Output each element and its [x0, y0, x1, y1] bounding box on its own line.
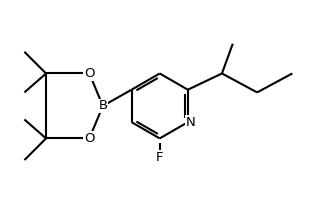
Text: O: O	[84, 132, 95, 145]
Text: O: O	[84, 67, 95, 80]
Text: B: B	[98, 99, 107, 112]
Text: N: N	[186, 116, 195, 129]
Text: F: F	[156, 151, 164, 164]
